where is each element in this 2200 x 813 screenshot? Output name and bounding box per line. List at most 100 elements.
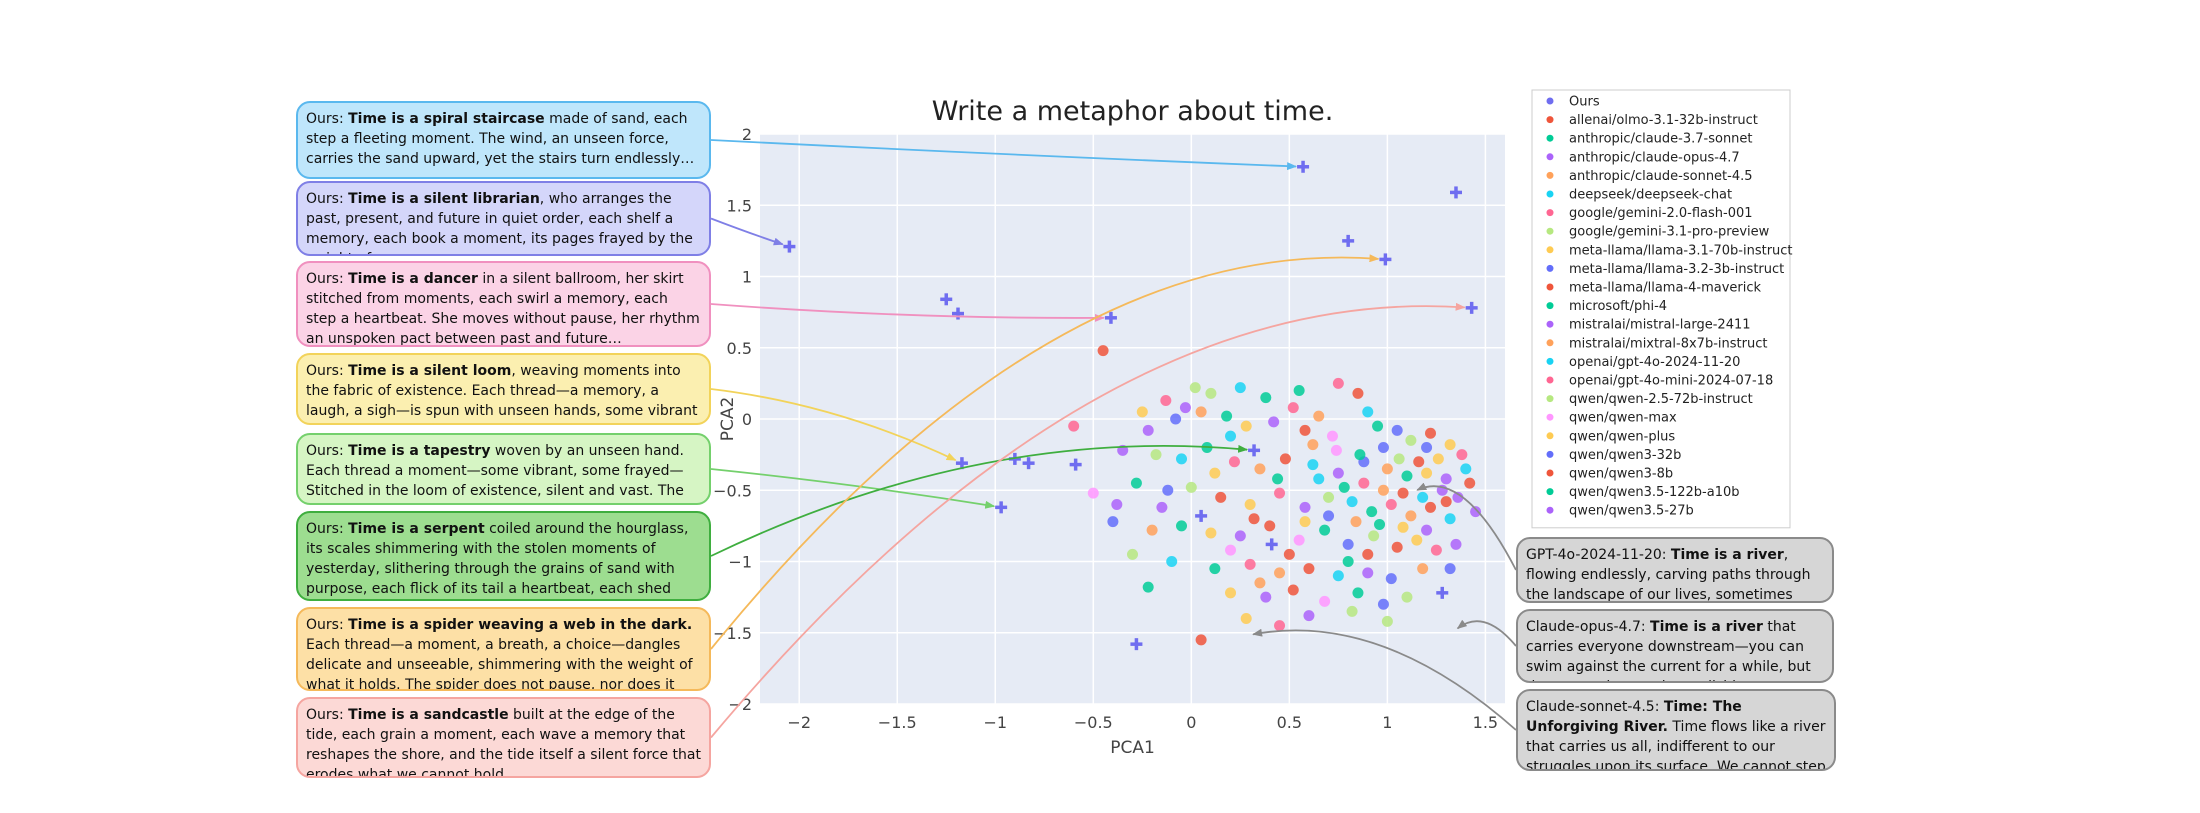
model-point [1185,481,1197,493]
legend-entry: anthropic/claude-opus-4.7 [1569,150,1740,165]
annotation-text: , who arranges the past, present, and fu… [306,191,693,254]
model-point [1385,499,1397,510]
annotation-arrow [710,303,1105,322]
annotation-arrow [1252,628,1517,731]
legend-swatch [1546,283,1554,291]
model-point [1097,345,1109,357]
annotation-box: Claude-sonnet-4.5: Time: The Unforgiving… [1516,689,1836,771]
model-point [1374,518,1386,530]
annotation-box: GPT-4o-2024-11-20: Time is a river, flow… [1516,537,1834,603]
model-point [1303,610,1315,622]
model-point [1254,463,1266,475]
model-point [1362,406,1374,418]
model-point [1411,534,1423,546]
model-point [1176,453,1188,465]
model-point [1342,538,1354,550]
model-point [1366,506,1378,518]
legend-frame [1531,89,1791,529]
legend-swatch [1546,376,1554,384]
annotation-text: Time flows like a river that carries us … [1526,719,1826,771]
x-tick-label: −1.5 [878,713,917,732]
model-point [1215,491,1227,503]
model-point [1287,402,1299,414]
model-point [1228,456,1240,468]
ours-point [1436,586,1449,599]
legend-swatch [1546,190,1554,198]
legend-entry: openai/gpt-4o-mini-2024-07-18 [1569,374,1773,389]
model-point [1425,427,1436,439]
annotation-metaphor: Time is a sandcastle [348,707,509,723]
legend-entry: deepseek/deepseek-chat [1569,188,1732,203]
annotation-text: Each thread—a moment, a breath, a choice… [306,637,693,691]
model-point [1209,467,1221,479]
annotation-arrow [710,444,1249,557]
model-point [1405,510,1417,522]
model-point [1234,530,1246,542]
legend-entry: qwen/qwen3.5-122b-a10b [1569,485,1740,500]
legend-swatch [1546,450,1554,458]
y-tick-label: −1 [728,553,752,572]
legend-swatch [1546,506,1554,514]
annotation-source: Ours: [306,617,349,633]
legend-swatch [1546,302,1554,310]
legend-entry: allenai/olmo-3.1-32b-instruct [1569,113,1758,128]
legend-swatch [1546,357,1554,365]
model-point [1444,513,1456,525]
legend-entry: qwen/qwen3-32b [1569,448,1681,463]
model-point [1176,520,1188,532]
model-point [1068,420,1080,432]
legend-entry: anthropic/claude-3.7-sonnet [1569,132,1753,147]
model-point [1444,439,1456,451]
legend-entry: microsoft/phi-4 [1569,299,1667,314]
model-point [1293,534,1305,546]
model-point [1391,541,1403,553]
model-point [1323,510,1335,522]
model-point [1195,634,1207,646]
model-point [1299,501,1311,513]
model-point [1272,473,1284,485]
annotation-metaphor: Time is a spiral staircase [348,111,545,127]
model-point [1405,434,1417,446]
ours-point [1265,538,1278,551]
model-point [1421,467,1433,479]
model-point [1385,573,1397,585]
annotation-metaphor: Time is a river [1670,547,1784,563]
axis-ticks: −2 −1.5 −1 −0.5 0 0.5 1 1.521.510.50−0.5−1−1.5−… [713,125,1498,732]
annotation-metaphor: Time is a silent librarian [348,191,540,207]
model-point [1274,620,1286,632]
annotation-source: Claude-opus-4.7: [1526,619,1651,635]
model-point [1254,577,1266,589]
y-tick-label: −1.5 [713,624,752,643]
annotation-box: Ours: Time is a tapestry woven by an uns… [296,433,711,505]
ours-point [1069,458,1082,471]
model-point [1303,563,1315,575]
legend: Ours allenai/olmo-3.1-32b-instruct anthrop… [1531,89,1793,529]
x-tick-label: −0.5 [1074,713,1113,732]
annotation-arrow [710,254,1380,650]
annotation-text: in a silent ballroom, her skirt stitched… [306,271,700,347]
annotation-box: Ours: Time is a dancer in a silent ballr… [296,261,711,347]
annotation-box: Ours: Time is a silent librarian, who ar… [296,181,711,256]
model-point [1293,385,1305,396]
annotation-source: Ours: [306,443,349,459]
model-point [1160,394,1172,406]
annotation-arrow [710,302,1466,739]
model-point [1142,581,1154,593]
x-axis-label: PCA1 [1110,738,1155,758]
model-point [1393,453,1405,465]
annotation-source: Ours: [306,111,349,127]
model-point [1397,521,1409,533]
annotation-arrow [710,217,784,246]
model-point [1421,524,1433,536]
legend-swatch [1546,97,1554,105]
legend-entry: qwen/qwen-2.5-72b-instruct [1569,392,1753,407]
model-point [1170,413,1182,425]
model-point [1274,487,1286,499]
model-point [1166,556,1178,567]
model-point [1240,420,1252,432]
annotation-box: Ours: Time is a sandcastle built at the … [296,697,711,778]
legend-swatch [1546,171,1554,179]
ours-point [1022,457,1035,470]
model-point [1421,442,1433,453]
x-tick-label: 0.5 [1277,713,1302,732]
